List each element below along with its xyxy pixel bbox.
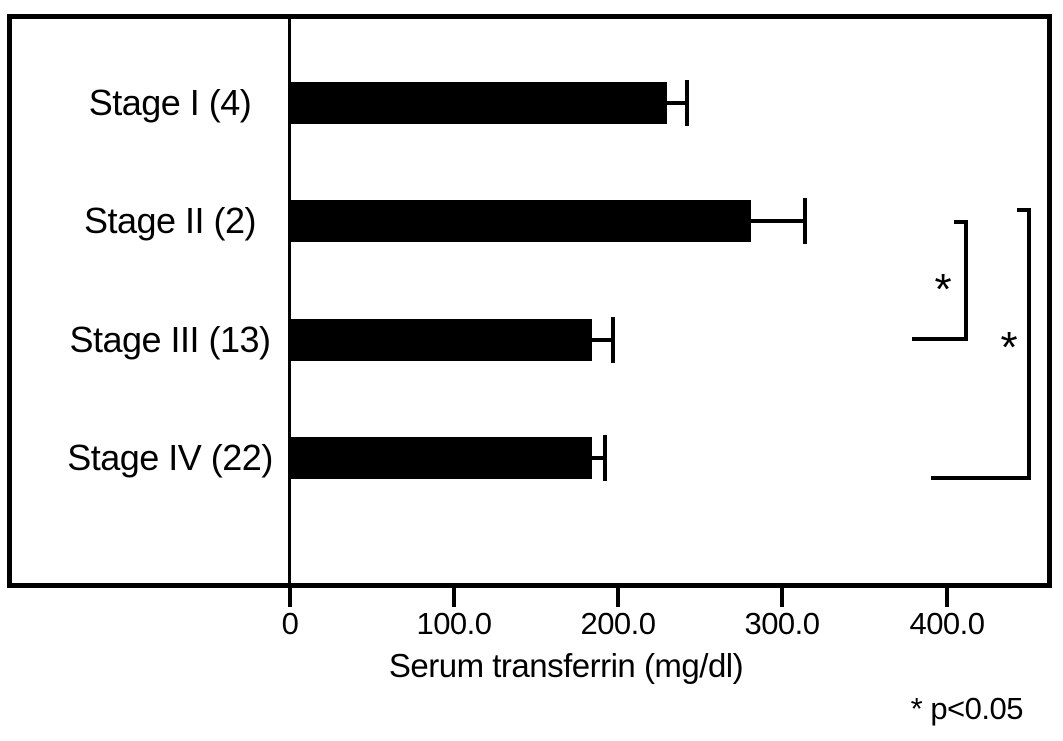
error-bar-cap <box>611 317 615 363</box>
category-label: Stage I (4) <box>88 82 252 123</box>
category-label: Stage III (13) <box>69 319 271 360</box>
bar <box>291 319 592 361</box>
bracket-vertical <box>1027 208 1031 480</box>
bar <box>291 82 667 124</box>
significance-star: * <box>1000 323 1018 372</box>
error-bar-line <box>667 101 687 105</box>
significance-star: * <box>934 265 952 314</box>
error-bar-cap <box>685 80 689 126</box>
bracket-vertical <box>964 220 968 341</box>
x-axis-tick <box>780 588 784 607</box>
bracket-top-stub <box>954 220 968 224</box>
x-axis-title: Serum transferrin (mg/dl) <box>388 647 744 684</box>
error-bar-cap <box>603 435 607 481</box>
bracket-bottom-arm <box>931 476 1031 480</box>
significance-note: * p<0.05 <box>910 691 1024 726</box>
x-axis-tick <box>616 588 620 607</box>
error-bar-line <box>592 338 613 342</box>
x-axis-tick-label: 300.0 <box>744 606 820 641</box>
error-bar-cap <box>803 198 807 244</box>
x-axis-tick-label: 0 <box>281 606 299 641</box>
x-axis-tick <box>288 588 292 607</box>
error-bar-line <box>751 219 805 223</box>
x-axis-tick <box>945 588 949 607</box>
bar <box>291 437 592 479</box>
x-axis-tick <box>452 588 456 607</box>
bracket-bottom-arm <box>912 337 968 341</box>
error-bar-line <box>592 456 605 460</box>
category-label: Stage II (2) <box>83 200 257 241</box>
bar <box>291 200 751 242</box>
category-label: Stage IV (22) <box>67 437 273 478</box>
y-axis-zero-line <box>288 14 291 588</box>
bracket-top-stub <box>1017 208 1031 212</box>
x-axis-tick-label: 200.0 <box>580 606 656 641</box>
x-axis-tick-label: 400.0 <box>909 606 985 641</box>
x-axis-tick-label: 100.0 <box>416 606 492 641</box>
